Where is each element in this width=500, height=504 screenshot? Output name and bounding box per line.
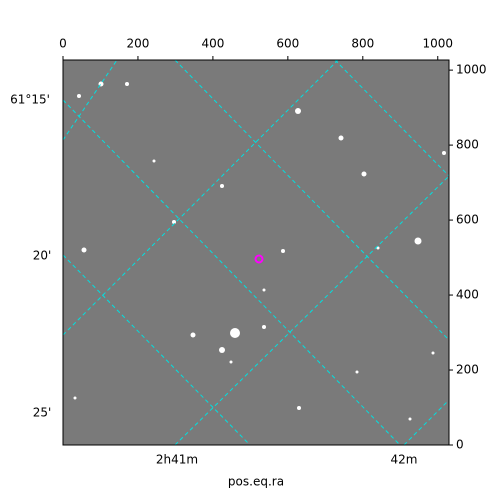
star xyxy=(190,332,196,338)
star xyxy=(73,396,77,400)
star xyxy=(81,247,87,253)
stars xyxy=(73,81,446,421)
y-tick-label: 400 xyxy=(456,288,479,302)
star xyxy=(414,237,422,245)
dec-label: 20' xyxy=(33,249,52,263)
x-tick-label: 1000 xyxy=(422,37,453,51)
grid-line xyxy=(403,399,450,446)
star xyxy=(297,406,301,410)
x-tick-label: 200 xyxy=(126,37,149,51)
x-tick-label: 800 xyxy=(351,37,374,51)
star xyxy=(152,159,156,163)
star xyxy=(431,351,435,355)
star xyxy=(281,249,285,253)
grid-line xyxy=(62,59,339,336)
star xyxy=(220,184,224,188)
grid-line xyxy=(62,254,251,446)
star xyxy=(125,82,129,86)
grid-line xyxy=(334,59,450,177)
sky-image xyxy=(63,60,449,445)
target-marker xyxy=(254,254,264,264)
grid-line xyxy=(174,175,450,446)
star xyxy=(295,108,301,114)
star xyxy=(230,328,240,338)
y-tick-label: 0 xyxy=(456,438,464,452)
x-tick-label: 400 xyxy=(201,37,224,51)
star xyxy=(219,347,225,353)
star xyxy=(338,135,344,141)
frame xyxy=(62,59,450,446)
star xyxy=(355,370,359,374)
y-tick-label: 600 xyxy=(456,213,479,227)
x-tick-label: 600 xyxy=(276,37,299,51)
star xyxy=(172,220,176,224)
dec-label: 61°15' xyxy=(10,93,50,107)
star xyxy=(376,246,380,250)
star xyxy=(442,151,446,155)
x-axis-label: pos.eq.ra xyxy=(228,475,284,489)
grid-line xyxy=(62,99,401,446)
y-tick-label: 200 xyxy=(456,363,479,377)
star xyxy=(229,360,233,364)
star xyxy=(361,171,367,177)
star xyxy=(408,417,412,421)
ra-label: 2h41m xyxy=(156,453,198,467)
star xyxy=(77,94,81,98)
star xyxy=(262,288,266,292)
y-tick-label: 1000 xyxy=(456,63,487,77)
ra-label: 42m xyxy=(391,453,418,467)
grid-line xyxy=(174,59,450,341)
y-tick-label: 800 xyxy=(456,138,479,152)
star xyxy=(262,325,266,329)
x-tick-label: 0 xyxy=(59,37,67,51)
coordinate-grid xyxy=(62,59,450,446)
grid-line xyxy=(62,59,118,141)
dec-label: 25' xyxy=(33,406,52,420)
